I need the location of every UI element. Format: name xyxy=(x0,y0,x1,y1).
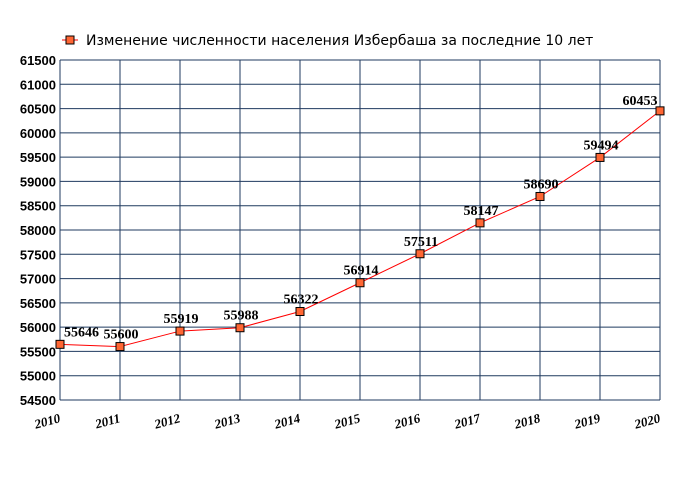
data-point-marker xyxy=(475,218,485,228)
y-tick-label: 59500 xyxy=(20,150,56,165)
data-point-marker xyxy=(535,191,545,201)
y-tick-label: 61500 xyxy=(20,53,56,68)
y-tick-label: 58000 xyxy=(20,223,56,238)
x-tick-label: 2012 xyxy=(152,410,182,432)
x-tick-label: 2019 xyxy=(572,410,602,432)
data-labels: 55646 55600 55919 55988 56322 56914 57511 58147… xyxy=(64,94,658,343)
data-label: 56322 xyxy=(284,293,319,308)
data-point-marker xyxy=(295,307,305,317)
x-tick-label: 2010 xyxy=(32,410,62,432)
x-tick-label: 2016 xyxy=(392,410,422,432)
data-point-marker xyxy=(415,249,425,259)
data-point-marker xyxy=(655,106,665,116)
data-label: 55988 xyxy=(224,309,259,324)
data-label: 55600 xyxy=(104,328,139,343)
x-tick-label: 2011 xyxy=(92,410,121,431)
data-label: 59494 xyxy=(584,138,619,153)
y-tick-label: 60000 xyxy=(20,126,56,141)
x-axis-ticks: 2010 2011 2012 2013 2014 2015 2016 2017 2018 2019… xyxy=(32,410,662,432)
y-tick-label: 55500 xyxy=(20,344,56,359)
data-point-marker xyxy=(115,342,125,352)
series-group xyxy=(55,106,665,352)
y-tick-label: 58500 xyxy=(20,199,56,214)
data-point-marker xyxy=(595,152,605,162)
y-tick-label: 60500 xyxy=(20,102,56,117)
y-tick-label: 54500 xyxy=(20,393,56,408)
x-tick-label: 2017 xyxy=(452,410,482,432)
y-tick-label: 61000 xyxy=(20,77,56,92)
data-label: 56914 xyxy=(344,264,379,279)
x-tick-label: 2020 xyxy=(632,410,662,432)
y-tick-label: 55000 xyxy=(20,369,56,384)
data-label: 60453 xyxy=(623,94,658,109)
chart-legend: Изменение численности населения Избербаш… xyxy=(62,33,593,49)
y-tick-label: 56500 xyxy=(20,296,56,311)
y-tick-label: 57500 xyxy=(20,247,56,262)
legend-label: Изменение численности населения Избербаш… xyxy=(86,33,593,49)
data-label: 58690 xyxy=(524,177,559,192)
data-label: 58147 xyxy=(464,204,499,219)
x-tick-label: 2018 xyxy=(512,410,542,432)
y-tick-label: 57000 xyxy=(20,272,56,287)
y-axis-ticks: 54500 55000 55500 56000 56500 57000 57500 58000… xyxy=(20,53,56,408)
x-tick-label: 2015 xyxy=(332,410,362,432)
x-tick-label: 2014 xyxy=(272,410,302,432)
data-label: 55646 xyxy=(64,325,99,340)
x-tick-label: 2013 xyxy=(212,410,242,432)
data-point-marker xyxy=(175,326,185,336)
legend-marker xyxy=(65,35,75,45)
chart-grid xyxy=(59,59,661,401)
data-point-marker xyxy=(355,278,365,288)
data-point-marker xyxy=(235,323,245,333)
data-point-marker xyxy=(55,339,65,349)
data-label: 57511 xyxy=(404,235,438,250)
y-tick-label: 59000 xyxy=(20,174,56,189)
data-label: 55919 xyxy=(164,312,199,327)
y-tick-label: 56000 xyxy=(20,320,56,335)
